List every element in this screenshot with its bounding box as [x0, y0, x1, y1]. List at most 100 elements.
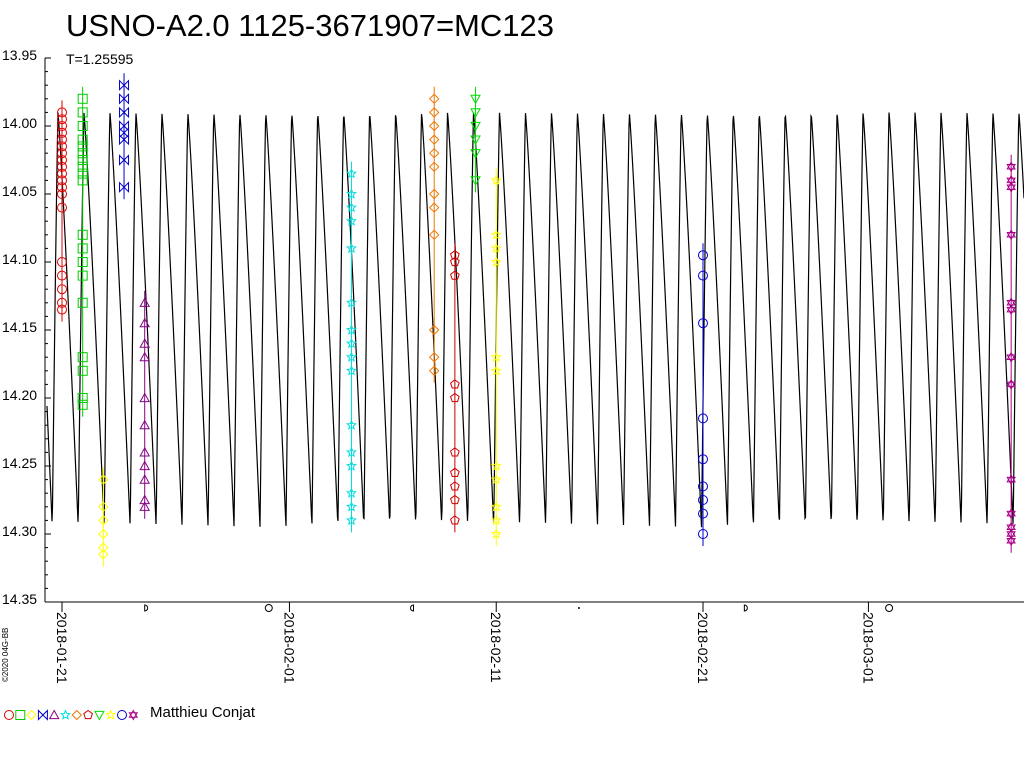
- data-point: [77, 161, 88, 172]
- data-point: [470, 94, 481, 105]
- data-point: [450, 270, 460, 280]
- data-point: [490, 514, 502, 526]
- data-point: [490, 364, 502, 376]
- series-11: [1006, 154, 1016, 553]
- data-point: [1006, 378, 1016, 390]
- data-point: [450, 494, 460, 505]
- y-tick-label: 14.25: [2, 455, 37, 471]
- data-point: [139, 446, 151, 457]
- data-point: [119, 106, 130, 119]
- data-point: [450, 515, 460, 525]
- x-tick-label: 2018-01-21: [54, 612, 70, 684]
- data-point: [77, 148, 88, 159]
- data-point: [119, 181, 130, 193]
- y-tick-label: 14.15: [2, 319, 37, 335]
- series-7: [450, 243, 460, 533]
- data-point: [428, 134, 440, 145]
- legend: [4, 709, 139, 721]
- data-point: [98, 501, 109, 513]
- moon-phase-icon: [410, 604, 415, 612]
- data-point: [698, 413, 708, 424]
- data-point: [77, 121, 88, 131]
- chart-subtitle: T=1.25595: [66, 51, 134, 67]
- data-point: [1006, 181, 1016, 193]
- series-5: [345, 161, 358, 533]
- data-point: [345, 337, 358, 349]
- data-point: [1006, 161, 1016, 173]
- data-point: [119, 79, 130, 91]
- data-point: [77, 168, 88, 179]
- legend-marker: [37, 709, 48, 721]
- data-point: [428, 93, 440, 105]
- legend-marker: [59, 709, 72, 720]
- data-point: [490, 500, 502, 512]
- series-4: [139, 290, 151, 519]
- data-point: [428, 107, 440, 118]
- data-point: [57, 189, 67, 199]
- data-point: [77, 93, 88, 104]
- data-point: [57, 284, 67, 295]
- data-point: [345, 215, 358, 226]
- data-point: [119, 93, 130, 105]
- data-point: [1006, 304, 1016, 316]
- legend-marker: [71, 709, 83, 721]
- model-curve-layer: [46, 112, 1024, 528]
- data-point: [77, 155, 88, 165]
- x-tick-label: 2018-02-21: [695, 612, 711, 684]
- legend-marker: [105, 709, 117, 720]
- data-point: [698, 250, 708, 261]
- data-point: [345, 514, 358, 526]
- data-point: [139, 351, 151, 362]
- data-point: [77, 365, 88, 376]
- data-point: [57, 155, 67, 165]
- series-3: [119, 73, 130, 200]
- y-tick-label: 14.05: [2, 183, 37, 199]
- data-point: [57, 134, 67, 145]
- legend-marker: [26, 709, 37, 721]
- data-point: [698, 529, 708, 539]
- legend-marker: [83, 709, 93, 720]
- data-point: [77, 243, 88, 254]
- data-point: [98, 474, 109, 485]
- data-point: [139, 501, 151, 511]
- data-point: [1006, 229, 1016, 241]
- series-6: [428, 86, 440, 383]
- data-point: [345, 460, 358, 471]
- data-point: [345, 167, 358, 179]
- moon-phase-icon: [264, 604, 273, 612]
- data-point: [57, 175, 67, 186]
- data-point: [119, 154, 130, 166]
- data-point: [345, 201, 358, 213]
- x-tick-label: 2018-03-01: [860, 612, 876, 684]
- data-point: [77, 107, 88, 118]
- data-point: [57, 297, 67, 308]
- data-point: [470, 176, 481, 186]
- y-tick-label: 14.35: [2, 591, 37, 607]
- data-point: [698, 495, 708, 505]
- data-point: [698, 508, 708, 519]
- data-point: [57, 148, 67, 159]
- data-point: [57, 161, 67, 172]
- data-point: [345, 324, 358, 335]
- data-point: [77, 352, 88, 363]
- series-8: [470, 86, 481, 193]
- data-point: [77, 393, 88, 403]
- data-point: [77, 257, 88, 267]
- data-point: [450, 392, 460, 403]
- data-point: [428, 161, 440, 173]
- data-point: [98, 542, 109, 553]
- data-point: [428, 229, 440, 241]
- data-point: [139, 474, 151, 484]
- data-point: [139, 419, 151, 430]
- data-point: [139, 392, 151, 403]
- data-point: [345, 364, 358, 376]
- data-point: [57, 141, 67, 152]
- data-point: [490, 228, 502, 240]
- data-point: [450, 447, 460, 457]
- data-point: [57, 270, 67, 281]
- data-point: [1006, 351, 1016, 363]
- legend-marker: [117, 710, 127, 720]
- series-10: [698, 243, 708, 546]
- data-point: [345, 242, 358, 254]
- data-point: [490, 473, 502, 485]
